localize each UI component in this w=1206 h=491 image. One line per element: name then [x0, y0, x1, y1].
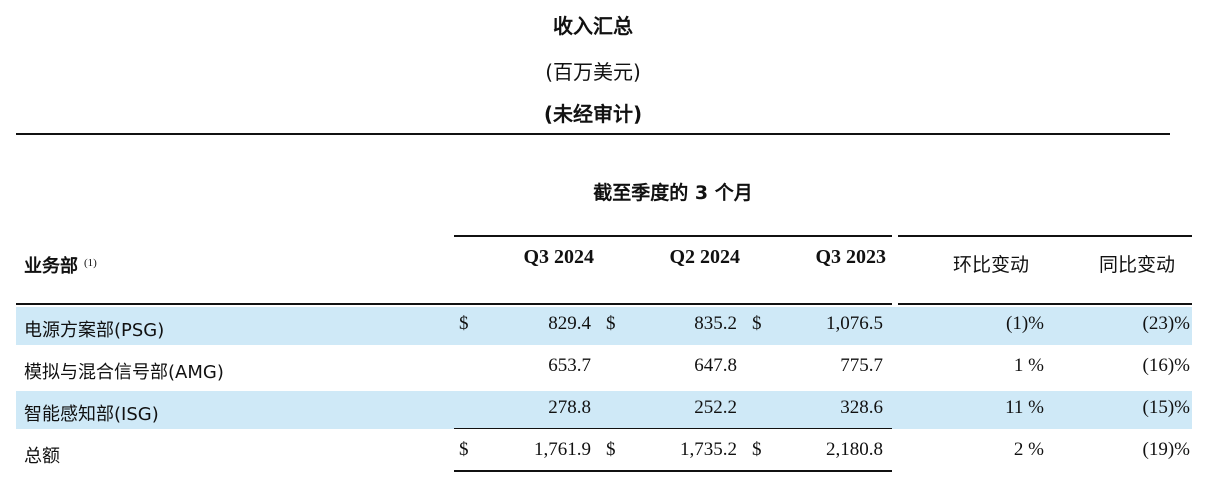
totals-row: 总额 $ 1,761.9 $ 1,735.2 $ 2,180.8 2 % (19… [16, 433, 1192, 471]
value-q3-2023: 1,076.5 [826, 313, 883, 334]
value-q2-2024: 647.8 [694, 355, 737, 376]
period-label: 截至季度的 3 个月 [593, 182, 753, 204]
value-qoq: (1)% [1006, 313, 1044, 334]
value-q3-2024: 829.4 [548, 313, 591, 334]
column-header-qoq: 环比变动 [952, 254, 1029, 276]
row-label: 总额 [24, 446, 60, 467]
table-row: 智能感知部(ISG) 278.8 252.2 328.6 11 % (15)% [16, 391, 1192, 429]
segment-column-header: 业务部 (1) [24, 252, 97, 278]
column-header-yoy: 同比变动 [1098, 254, 1175, 276]
value-qoq: 2 % [1013, 439, 1044, 460]
value-yoy: (19)% [1142, 439, 1190, 460]
column-header-q3-2024: Q3 2024 [523, 246, 594, 268]
currency-symbol: $ [752, 313, 762, 334]
table-row: 电源方案部(PSG) $ 829.4 $ 835.2 $ 1,076.5 (1)… [16, 307, 1192, 345]
currency-symbol: $ [606, 313, 616, 334]
totals-double-rule [454, 470, 892, 472]
currency-symbol: $ [459, 439, 469, 460]
report-audit-note: (未经审计) [543, 102, 643, 126]
column-header-q2-2024: Q2 2024 [669, 246, 740, 268]
currency-symbol: $ [752, 439, 762, 460]
totals-top-rule [454, 428, 892, 429]
currency-symbol: $ [459, 313, 469, 334]
value-q2-2024: 252.2 [694, 397, 737, 418]
value-q3-2023: 328.6 [840, 397, 883, 418]
header-bottom-rule [16, 303, 892, 305]
value-q3-2024: 1,761.9 [534, 439, 591, 460]
value-q3-2024: 653.7 [548, 355, 591, 376]
title-divider [16, 133, 1170, 135]
value-qoq: 11 % [1005, 397, 1044, 418]
row-label: 模拟与混合信号部(AMG) [24, 362, 224, 383]
currency-symbol: $ [606, 439, 616, 460]
value-yoy: (16)% [1142, 355, 1190, 376]
value-qoq: 1 % [1013, 355, 1044, 376]
value-q3-2023: 775.7 [840, 355, 883, 376]
period-header-rule [454, 235, 892, 237]
value-q3-2024: 278.8 [548, 397, 591, 418]
column-header-q3-2023: Q3 2023 [815, 246, 886, 268]
value-yoy: (23)% [1142, 313, 1190, 334]
report-title: 收入汇总 [553, 14, 633, 38]
row-label: 电源方案部(PSG) [24, 320, 165, 341]
value-q2-2024: 835.2 [694, 313, 737, 334]
change-header-rule [898, 235, 1192, 237]
change-header-bottom-rule [898, 303, 1192, 305]
row-label: 智能感知部(ISG) [24, 404, 159, 425]
segment-footnote-marker: (1) [84, 257, 97, 269]
value-q3-2023: 2,180.8 [826, 439, 883, 460]
table-row: 模拟与混合信号部(AMG) 653.7 647.8 775.7 1 % (16)… [16, 349, 1192, 387]
value-q2-2024: 1,735.2 [680, 439, 737, 460]
report-unit: (百万美元) [545, 60, 641, 84]
value-yoy: (15)% [1142, 397, 1190, 418]
segment-header-label: 业务部 [24, 256, 78, 277]
